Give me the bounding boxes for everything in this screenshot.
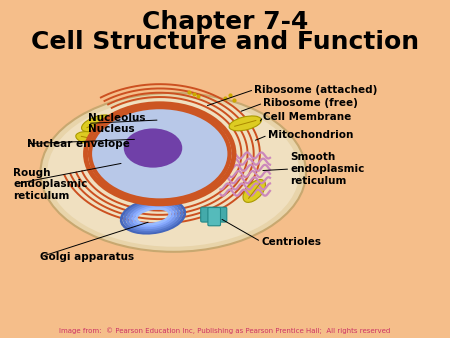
Ellipse shape xyxy=(243,179,266,202)
FancyBboxPatch shape xyxy=(201,207,227,222)
Text: Nuclear envelope: Nuclear envelope xyxy=(27,139,130,149)
Text: Centrioles: Centrioles xyxy=(261,237,321,247)
Ellipse shape xyxy=(90,107,230,200)
Ellipse shape xyxy=(229,116,261,131)
Ellipse shape xyxy=(76,131,109,146)
Text: Smooth
endoplasmic
reticulum: Smooth endoplasmic reticulum xyxy=(290,152,364,186)
FancyBboxPatch shape xyxy=(208,208,220,226)
Text: Cell Structure and Function: Cell Structure and Function xyxy=(31,30,419,54)
Ellipse shape xyxy=(81,115,112,132)
Text: Image from:  © Pearson Education Inc, Publishing as Pearson Prentice Hall;  All : Image from: © Pearson Education Inc, Pub… xyxy=(59,327,391,334)
Text: Cell Membrane: Cell Membrane xyxy=(263,112,351,122)
Ellipse shape xyxy=(47,98,299,247)
Text: Ribosome (attached): Ribosome (attached) xyxy=(254,84,378,95)
Text: Chapter 7-4: Chapter 7-4 xyxy=(142,10,308,34)
Text: Golgi apparatus: Golgi apparatus xyxy=(40,252,135,262)
Text: Rough
endoplasmic
reticulum: Rough endoplasmic reticulum xyxy=(14,168,88,201)
Text: Nucleolus
Nucleus: Nucleolus Nucleus xyxy=(88,113,145,134)
Ellipse shape xyxy=(40,93,306,252)
Ellipse shape xyxy=(124,128,182,168)
Text: Ribosome (free): Ribosome (free) xyxy=(263,98,358,108)
Text: Mitochondrion: Mitochondrion xyxy=(268,130,353,140)
